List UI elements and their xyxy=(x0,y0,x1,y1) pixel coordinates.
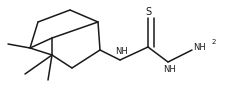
Text: NH: NH xyxy=(116,47,128,56)
Text: NH: NH xyxy=(194,44,206,53)
Text: 2: 2 xyxy=(212,39,216,45)
Text: NH: NH xyxy=(164,66,176,75)
Text: S: S xyxy=(145,7,151,17)
